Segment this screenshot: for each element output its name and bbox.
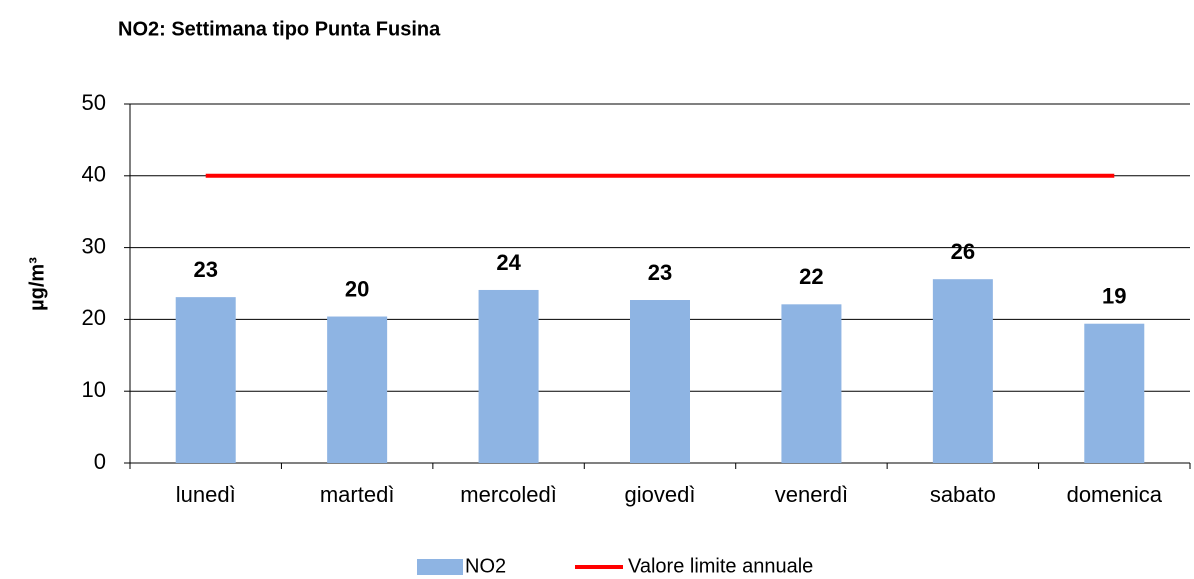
x-tick-label: lunedì	[176, 482, 236, 507]
legend-label: Valore limite annuale	[628, 555, 813, 577]
x-tick-label: martedì	[320, 482, 395, 507]
bar	[327, 316, 388, 463]
x-tick-label: mercoledì	[460, 482, 557, 507]
legend-swatch	[417, 559, 463, 575]
legend-label: NO2	[465, 555, 506, 577]
bar	[630, 300, 690, 463]
bar	[932, 279, 993, 463]
value-label: 26	[951, 239, 975, 264]
y-tick-label: 50	[82, 90, 106, 115]
chart-title: NO2: Settimana tipo Punta Fusina	[118, 18, 441, 40]
y-axis-label: µg/m³	[26, 257, 48, 311]
value-label: 22	[799, 264, 823, 289]
y-tick-label: 20	[82, 305, 106, 330]
bar	[1084, 323, 1145, 463]
value-label: 19	[1102, 284, 1126, 309]
x-tick-label: giovedì	[625, 482, 696, 507]
value-label: 23	[648, 260, 672, 285]
x-tick-label: sabato	[930, 482, 996, 507]
y-tick-label: 40	[82, 162, 106, 187]
bar	[175, 297, 236, 463]
y-tick-label: 10	[82, 377, 106, 402]
bar	[478, 289, 539, 463]
value-label: 23	[193, 257, 217, 282]
bar	[781, 304, 842, 463]
value-label: 20	[345, 276, 369, 301]
x-tick-label: venerdì	[775, 482, 848, 507]
y-tick-label: 30	[82, 233, 106, 258]
y-tick-label: 0	[94, 449, 106, 474]
x-tick-label: domenica	[1067, 482, 1163, 507]
value-label: 24	[496, 250, 521, 275]
